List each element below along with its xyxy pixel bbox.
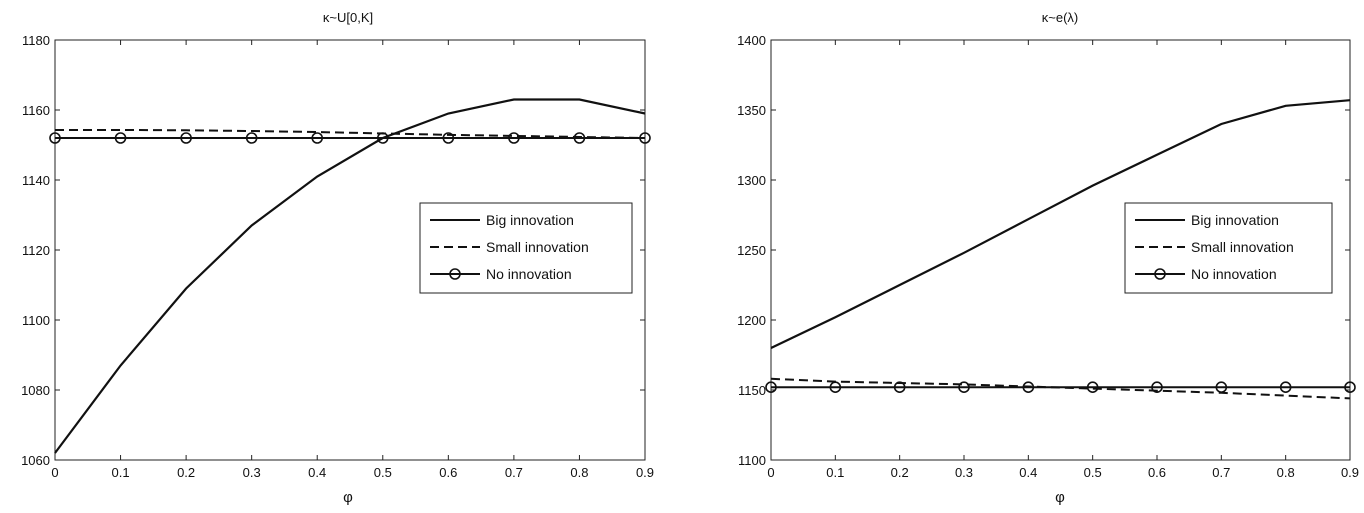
y-tick-label: 1100 xyxy=(738,453,766,468)
x-tick-label: 0.8 xyxy=(570,465,588,480)
y-tick-label: 1300 xyxy=(737,173,766,188)
chart-left: κ~U[0,K] φ 0 0.1 0.2 0.3 0.4 0.5 0.6 0.7 0.8 0.9 1… xyxy=(21,10,654,506)
y-tick-label: 1100 xyxy=(22,313,50,328)
y-tick-label: 1200 xyxy=(737,313,766,328)
legend-label: Small innovation xyxy=(486,239,589,255)
legend-label: No innovation xyxy=(1191,266,1277,282)
x-tick-label: 0 xyxy=(767,465,774,480)
y-tick-label: 1180 xyxy=(22,33,50,48)
y-tick-label: 1160 xyxy=(22,103,50,118)
y-tick-label: 1250 xyxy=(737,243,766,258)
x-tick-label: 0.3 xyxy=(243,465,261,480)
x-tick-label: 0.4 xyxy=(308,465,326,480)
x-tick-label: 0.5 xyxy=(374,465,392,480)
x-tick-label: 0 xyxy=(51,465,58,480)
x-tick-label: 0.7 xyxy=(1212,465,1230,480)
legend-label: Small innovation xyxy=(1191,239,1294,255)
x-tick-label: 0.8 xyxy=(1277,465,1295,480)
x-tick-label: 0.3 xyxy=(955,465,973,480)
x-tick-label: 0.2 xyxy=(177,465,195,480)
chart-title: κ~e(λ) xyxy=(1042,10,1078,25)
x-tick-label: 0.1 xyxy=(826,465,844,480)
legend-label: Big innovation xyxy=(1191,212,1279,228)
y-tick-label: 1140 xyxy=(22,173,50,188)
x-tick-label: 0.2 xyxy=(891,465,909,480)
y-tick-label: 1060 xyxy=(21,453,50,468)
legend-label: No innovation xyxy=(486,266,572,282)
chart-right: κ~e(λ) φ 0 0.1 0.2 0.3 0.4 0.5 0.6 0.7 0.8 0.9 110… xyxy=(737,10,1359,506)
x-tick-label: 0.7 xyxy=(505,465,523,480)
x-tick-label: 0.9 xyxy=(636,465,654,480)
x-tick-label: 0.6 xyxy=(439,465,457,480)
y-tick-label: 1350 xyxy=(737,103,766,118)
x-tick-label: 0.1 xyxy=(112,465,130,480)
y-tick-label: 1150 xyxy=(738,383,766,398)
x-axis-label: φ xyxy=(1055,489,1065,506)
y-tick-label: 1120 xyxy=(22,243,50,258)
chart-title: κ~U[0,K] xyxy=(323,10,373,25)
x-tick-label: 0.6 xyxy=(1148,465,1166,480)
y-tick-label: 1080 xyxy=(21,383,50,398)
x-tick-label: 0.9 xyxy=(1341,465,1359,480)
x-tick-label: 0.4 xyxy=(1019,465,1037,480)
x-axis-label: φ xyxy=(343,489,353,506)
x-tick-label: 0.5 xyxy=(1084,465,1102,480)
legend-label: Big innovation xyxy=(486,212,574,228)
y-tick-label: 1400 xyxy=(737,33,766,48)
